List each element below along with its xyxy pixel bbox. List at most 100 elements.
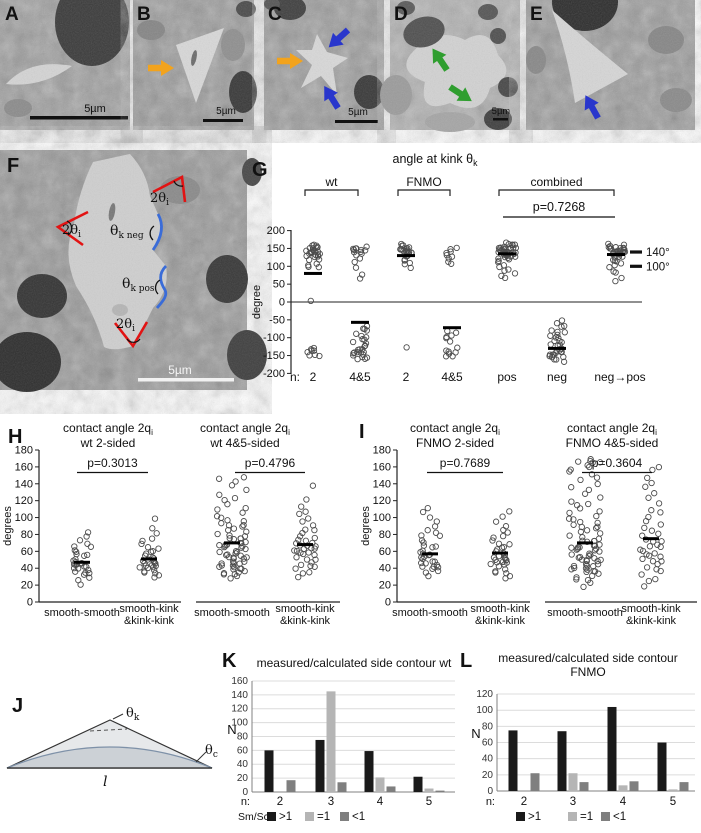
scatter-point	[358, 271, 366, 278]
scatter-point	[645, 513, 652, 521]
dashed-line	[89, 728, 128, 732]
scatter-point	[500, 526, 507, 534]
scatter-point	[215, 475, 223, 482]
y-tick-label: 40	[379, 563, 391, 575]
scatter-point	[431, 558, 438, 565]
scatter-point	[307, 249, 314, 256]
scatter-point	[243, 528, 250, 535]
scatter-point	[76, 537, 84, 544]
scatter-point	[226, 535, 233, 542]
legend-swatch	[568, 812, 577, 821]
x-category-label: smooth-kink	[275, 603, 335, 615]
scatter-point	[642, 517, 650, 525]
chart-subtitle: FNMO 4&5-sided	[566, 436, 659, 450]
em-panel-d: 5µm D	[380, 0, 520, 132]
bar	[557, 731, 567, 792]
y-tick-label: 100	[373, 512, 391, 524]
scatter-point	[658, 558, 665, 565]
legend-swatch	[305, 812, 314, 821]
scatter-point	[495, 255, 502, 262]
reference-label: 100°	[646, 261, 670, 273]
em-panel-b: 5µm B	[133, 0, 257, 130]
median-bar	[304, 271, 322, 275]
scatter-point	[302, 508, 309, 515]
scatter-point	[582, 561, 590, 568]
scatter-point	[243, 486, 250, 494]
scatter-point	[302, 537, 310, 544]
chart-title: contact angle 2qi	[567, 421, 657, 437]
scatter-point	[354, 355, 361, 363]
scatter-point	[291, 547, 298, 554]
panel-letter: B	[137, 4, 151, 25]
scatter-point	[350, 248, 358, 256]
scatter-point	[297, 549, 304, 556]
scale-label: 5µm	[492, 106, 511, 117]
scatter-point	[576, 553, 584, 561]
scatter-point	[293, 547, 301, 555]
n-prefix-label: n:	[290, 370, 300, 384]
scatter-point	[352, 264, 360, 271]
scatter-point	[350, 245, 357, 253]
y-tick-label: 0	[385, 597, 391, 609]
y-tick-label: 0	[279, 297, 285, 309]
scatter-point	[594, 523, 601, 530]
scatter-point	[506, 572, 514, 580]
scatter-point	[492, 518, 500, 525]
scatter-point	[644, 474, 651, 482]
scatter-point	[242, 504, 249, 512]
median-bar	[297, 543, 313, 547]
scatter-point	[446, 338, 454, 345]
scatter-point	[506, 508, 513, 515]
x-category-label: smooth-smooth	[44, 607, 120, 619]
scatter-point	[351, 258, 358, 266]
red-angle-mark	[55, 210, 89, 247]
y-tick-label: 20	[237, 773, 249, 784]
scatter-point	[592, 545, 600, 552]
scatter-point	[492, 568, 499, 575]
scatter-point	[655, 500, 663, 507]
scatter-point	[582, 565, 590, 572]
scatter-point	[240, 518, 247, 525]
scatter-point	[596, 508, 603, 515]
angle-arc	[173, 180, 184, 187]
median-bar	[74, 560, 90, 564]
y-tick-label: 180	[15, 445, 33, 457]
scatter-point	[225, 526, 232, 534]
em-grain	[0, 150, 247, 390]
scatter-point	[307, 297, 314, 305]
y-tick-label: 160	[373, 461, 391, 473]
scatter-point	[305, 515, 312, 522]
scatter-point	[583, 527, 591, 534]
scatter-point	[83, 533, 90, 540]
scatter-point	[584, 462, 591, 469]
y-tick-label: 60	[237, 745, 249, 756]
x-category-label: smooth-kink	[119, 603, 179, 615]
scatter-point	[570, 562, 578, 570]
scatter-point	[230, 525, 238, 532]
scatter-point	[356, 255, 364, 262]
scatter-point	[227, 575, 234, 582]
x-category-label: &kink-kink	[626, 615, 677, 627]
y-tick-label: 40	[237, 759, 249, 770]
scatter-point	[148, 535, 156, 542]
median-bar	[397, 254, 415, 258]
scatter-point	[592, 525, 600, 532]
group-label: FNMO	[406, 175, 441, 189]
scatter-point	[75, 577, 82, 584]
scatter-point	[424, 527, 431, 534]
scatter-point	[575, 458, 582, 465]
em-grain	[526, 0, 695, 130]
bar	[629, 781, 639, 792]
x-category-label: neg→pos	[594, 370, 645, 384]
scatter-point	[560, 353, 567, 361]
scatter-point	[243, 554, 250, 561]
scatter-point	[407, 264, 414, 272]
y-tick-label: 40	[482, 754, 494, 765]
scatter-point	[433, 518, 440, 525]
scatter-point	[501, 267, 508, 274]
scatter-point	[309, 522, 317, 529]
legend-label: <1	[352, 811, 365, 823]
scatter-point	[299, 518, 306, 525]
y-tick-label: 60	[379, 546, 391, 558]
scale-bar	[493, 118, 508, 121]
